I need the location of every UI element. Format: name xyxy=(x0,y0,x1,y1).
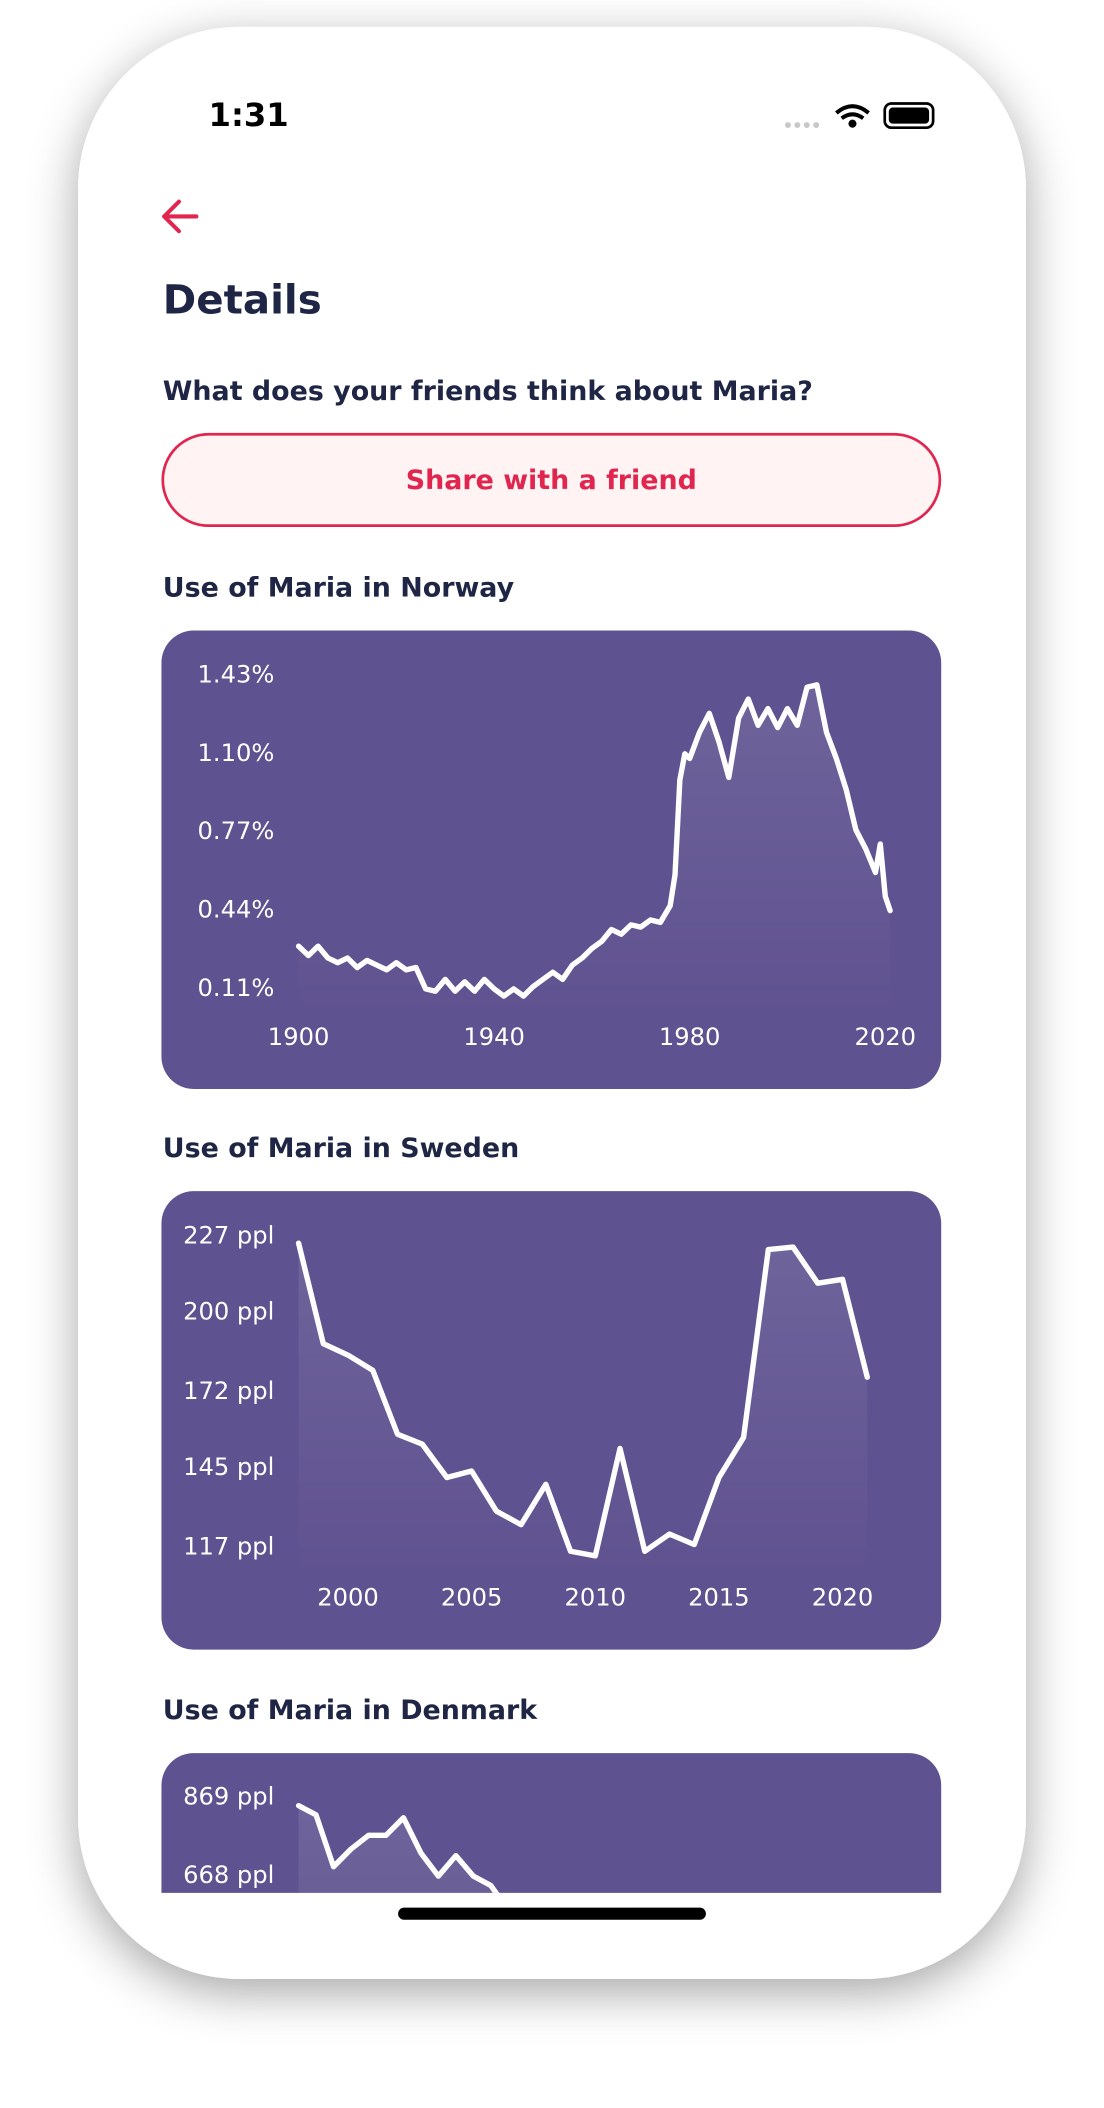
chart-title: Use of Maria in Denmark xyxy=(163,1695,539,1726)
chart-title: Use of Maria in Norway xyxy=(163,572,515,603)
y-tick-label: 1.43% xyxy=(198,660,275,688)
x-tick-label: 2020 xyxy=(854,1023,916,1051)
y-tick-label: 200 ppl xyxy=(183,1298,274,1326)
y-tick-label: 227 ppl xyxy=(183,1221,274,1249)
y-tick-label: 668 ppl xyxy=(183,1861,274,1889)
line xyxy=(295,1240,870,1559)
x-tick-label: 2020 xyxy=(812,1583,874,1611)
y-tick-label: 117 ppl xyxy=(183,1532,274,1560)
y-tick-label: 0.77% xyxy=(198,817,275,845)
y-tick-label: 0.44% xyxy=(198,896,275,924)
chart-title: Use of Maria in Sweden xyxy=(163,1133,519,1164)
button-bg[interactable] xyxy=(161,432,942,527)
button-label[interactable]: Share with a friend xyxy=(406,465,697,496)
x-tick-label: 1980 xyxy=(659,1023,721,1051)
line-area xyxy=(298,1805,497,1893)
chart: Use of Maria in Sweden 227 ppl 200 ppl 172 … xyxy=(161,1133,942,1650)
line-area xyxy=(298,684,891,1016)
question: What does your friends think about Maria… xyxy=(163,376,813,407)
chart: Use of Maria in Denmark 869 ppl 668 ppl xyxy=(161,1695,942,1893)
content: Details What does your friends think abo… xyxy=(161,199,942,1893)
back-button[interactable] xyxy=(162,199,199,234)
y-tick-label: 1.10% xyxy=(198,739,275,767)
status-time: 1:31 xyxy=(209,96,289,134)
y-tick-label: 145 ppl xyxy=(183,1453,274,1481)
y-tick-label: 869 ppl xyxy=(183,1782,274,1810)
chart: Use of Maria in Norway 1.43% 1.10% 0.77% 0.4… xyxy=(161,572,942,1089)
line xyxy=(295,1802,500,1893)
y-tick-label: 0.11% xyxy=(198,974,275,1002)
home-indicator xyxy=(398,1907,706,1920)
share-button[interactable]: Share with a friend xyxy=(161,432,942,527)
x-tick-label: 2015 xyxy=(688,1583,750,1611)
x-tick-label: 2005 xyxy=(441,1583,503,1611)
page-title: Details xyxy=(163,276,322,323)
y-tick-label: 172 ppl xyxy=(183,1377,274,1405)
line-area xyxy=(298,1243,868,1576)
status-icons xyxy=(784,102,935,130)
line xyxy=(295,682,893,999)
x-tick-label: 1900 xyxy=(268,1023,330,1051)
x-tick-label: 2010 xyxy=(565,1583,627,1611)
x-tick-label: 2000 xyxy=(317,1583,379,1611)
x-tick-label: 1940 xyxy=(463,1023,525,1051)
